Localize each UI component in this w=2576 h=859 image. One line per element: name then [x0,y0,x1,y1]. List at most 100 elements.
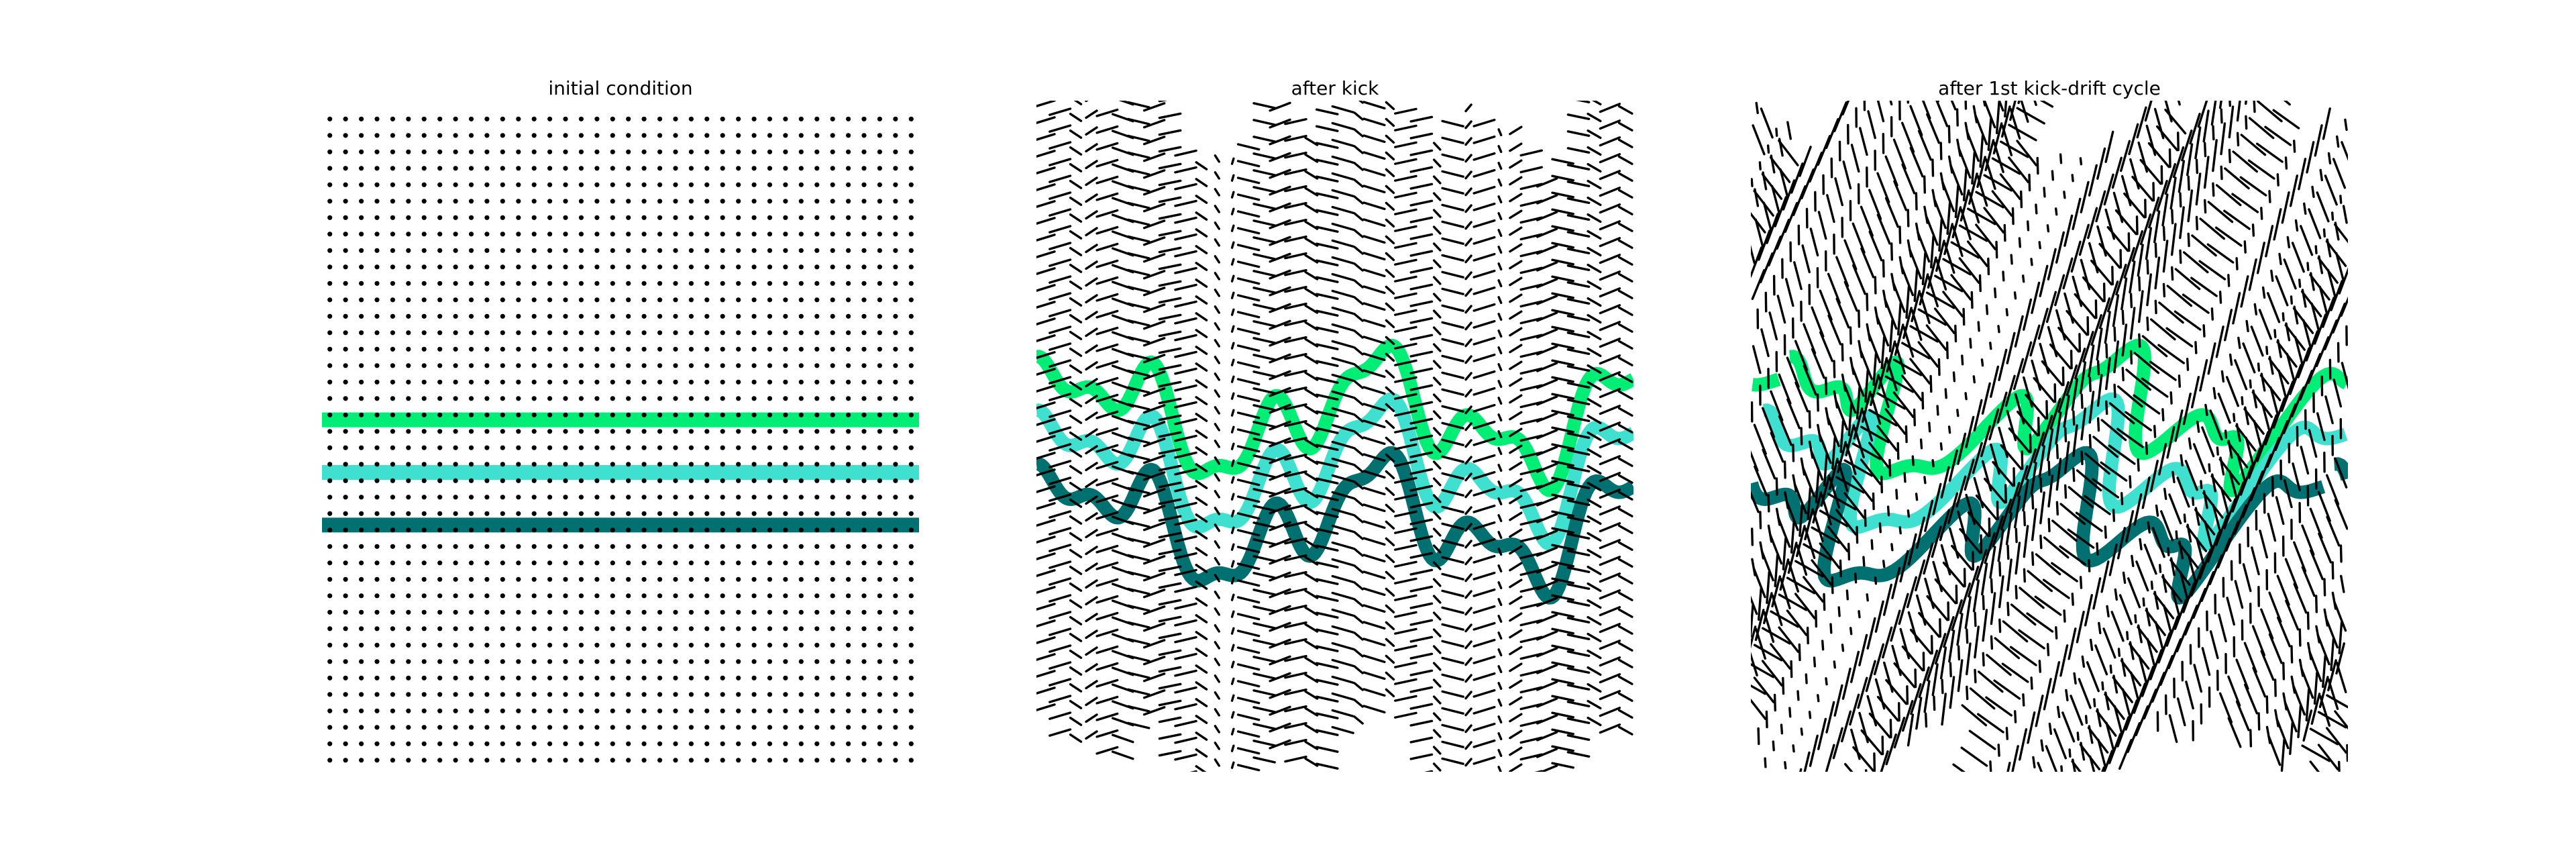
particle [751,248,757,253]
particle [1990,443,2000,475]
particle [1432,376,1442,386]
particle [1236,478,1260,487]
particle [2322,654,2326,688]
particle [327,544,333,549]
particle [1069,246,1083,256]
particle [751,527,757,533]
particle [531,659,537,664]
particle [846,560,851,566]
particle [531,199,537,204]
particle [688,429,694,434]
particle [594,232,600,237]
particle [751,166,757,171]
particle [1095,595,1119,604]
particle [1808,711,1812,719]
particle [830,133,835,138]
particle [500,576,505,582]
particle [484,116,490,121]
particle [1158,498,1182,505]
particle [437,313,443,319]
particle [2309,507,2323,539]
particle [547,659,553,664]
particle [1472,487,1496,497]
particle [453,758,458,763]
particle [1353,514,1364,523]
particle [1385,386,1395,396]
particle [641,182,647,187]
particle [1252,756,1276,764]
particle [720,412,725,417]
particle [421,593,427,599]
particle [1771,185,1780,214]
particle [1195,480,1208,489]
particle [2129,350,2133,365]
particle [1793,483,1807,515]
particle [830,412,835,417]
particle [578,149,584,154]
particle [1519,736,1543,744]
particle [2183,513,2186,523]
particle [1236,260,1260,268]
particle [374,478,380,483]
particle [1794,340,1809,371]
particle [1509,276,1523,287]
particle [516,116,521,121]
particle [1823,593,1826,611]
particle [390,642,395,648]
particle [688,478,694,483]
particle [2015,585,2018,600]
particle [2247,159,2275,180]
particle [1432,611,1442,621]
particle [1778,373,1792,405]
particle [830,593,835,599]
particle [1754,465,1768,497]
particle [1409,636,1434,643]
particle [1284,369,1307,377]
particle [1284,252,1307,260]
particle [1534,770,1543,772]
particle [374,116,380,121]
particle [484,264,490,270]
particle [484,495,490,500]
particle [877,692,882,697]
particle [814,166,820,171]
particle [1394,124,1417,132]
particle [2095,190,2106,223]
particle [767,149,773,154]
particle [484,133,490,138]
particle [390,313,395,319]
particle [468,313,474,319]
particle [1126,688,1150,696]
particle [704,215,710,220]
particle [1284,671,1307,679]
particle [1362,117,1386,127]
particle [453,675,458,680]
particle [1142,555,1166,565]
particle [830,478,835,483]
particle [767,495,773,500]
particle [1353,296,1364,305]
particle [2127,577,2141,609]
particle [673,281,678,286]
particle [406,560,411,566]
particle [1808,410,1811,429]
particle [1566,264,1591,272]
particle [1843,239,1858,270]
particle [1195,295,1208,305]
particle [547,478,553,483]
particle [1385,352,1395,362]
particle [390,626,395,631]
particle [1036,418,1056,426]
particle [861,133,867,138]
particle [578,215,584,220]
particle [1158,381,1182,388]
particle [2212,387,2216,399]
particle [2051,562,2078,583]
particle [1921,101,1931,119]
particle [688,215,694,220]
particle [1497,313,1503,321]
particle [2189,113,2201,145]
particle [2153,591,2159,610]
particle [2260,372,2266,392]
particle [1049,158,1072,166]
